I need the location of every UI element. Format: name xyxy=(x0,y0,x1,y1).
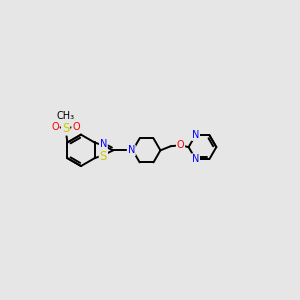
Text: N: N xyxy=(100,139,107,149)
Text: S: S xyxy=(62,122,69,135)
Text: O: O xyxy=(72,122,80,132)
Text: N: N xyxy=(192,130,199,140)
Text: N: N xyxy=(128,145,135,155)
Text: O: O xyxy=(51,122,59,132)
Text: O: O xyxy=(177,140,184,150)
Text: CH₃: CH₃ xyxy=(56,111,75,121)
Text: S: S xyxy=(100,150,107,163)
Text: N: N xyxy=(192,154,199,164)
